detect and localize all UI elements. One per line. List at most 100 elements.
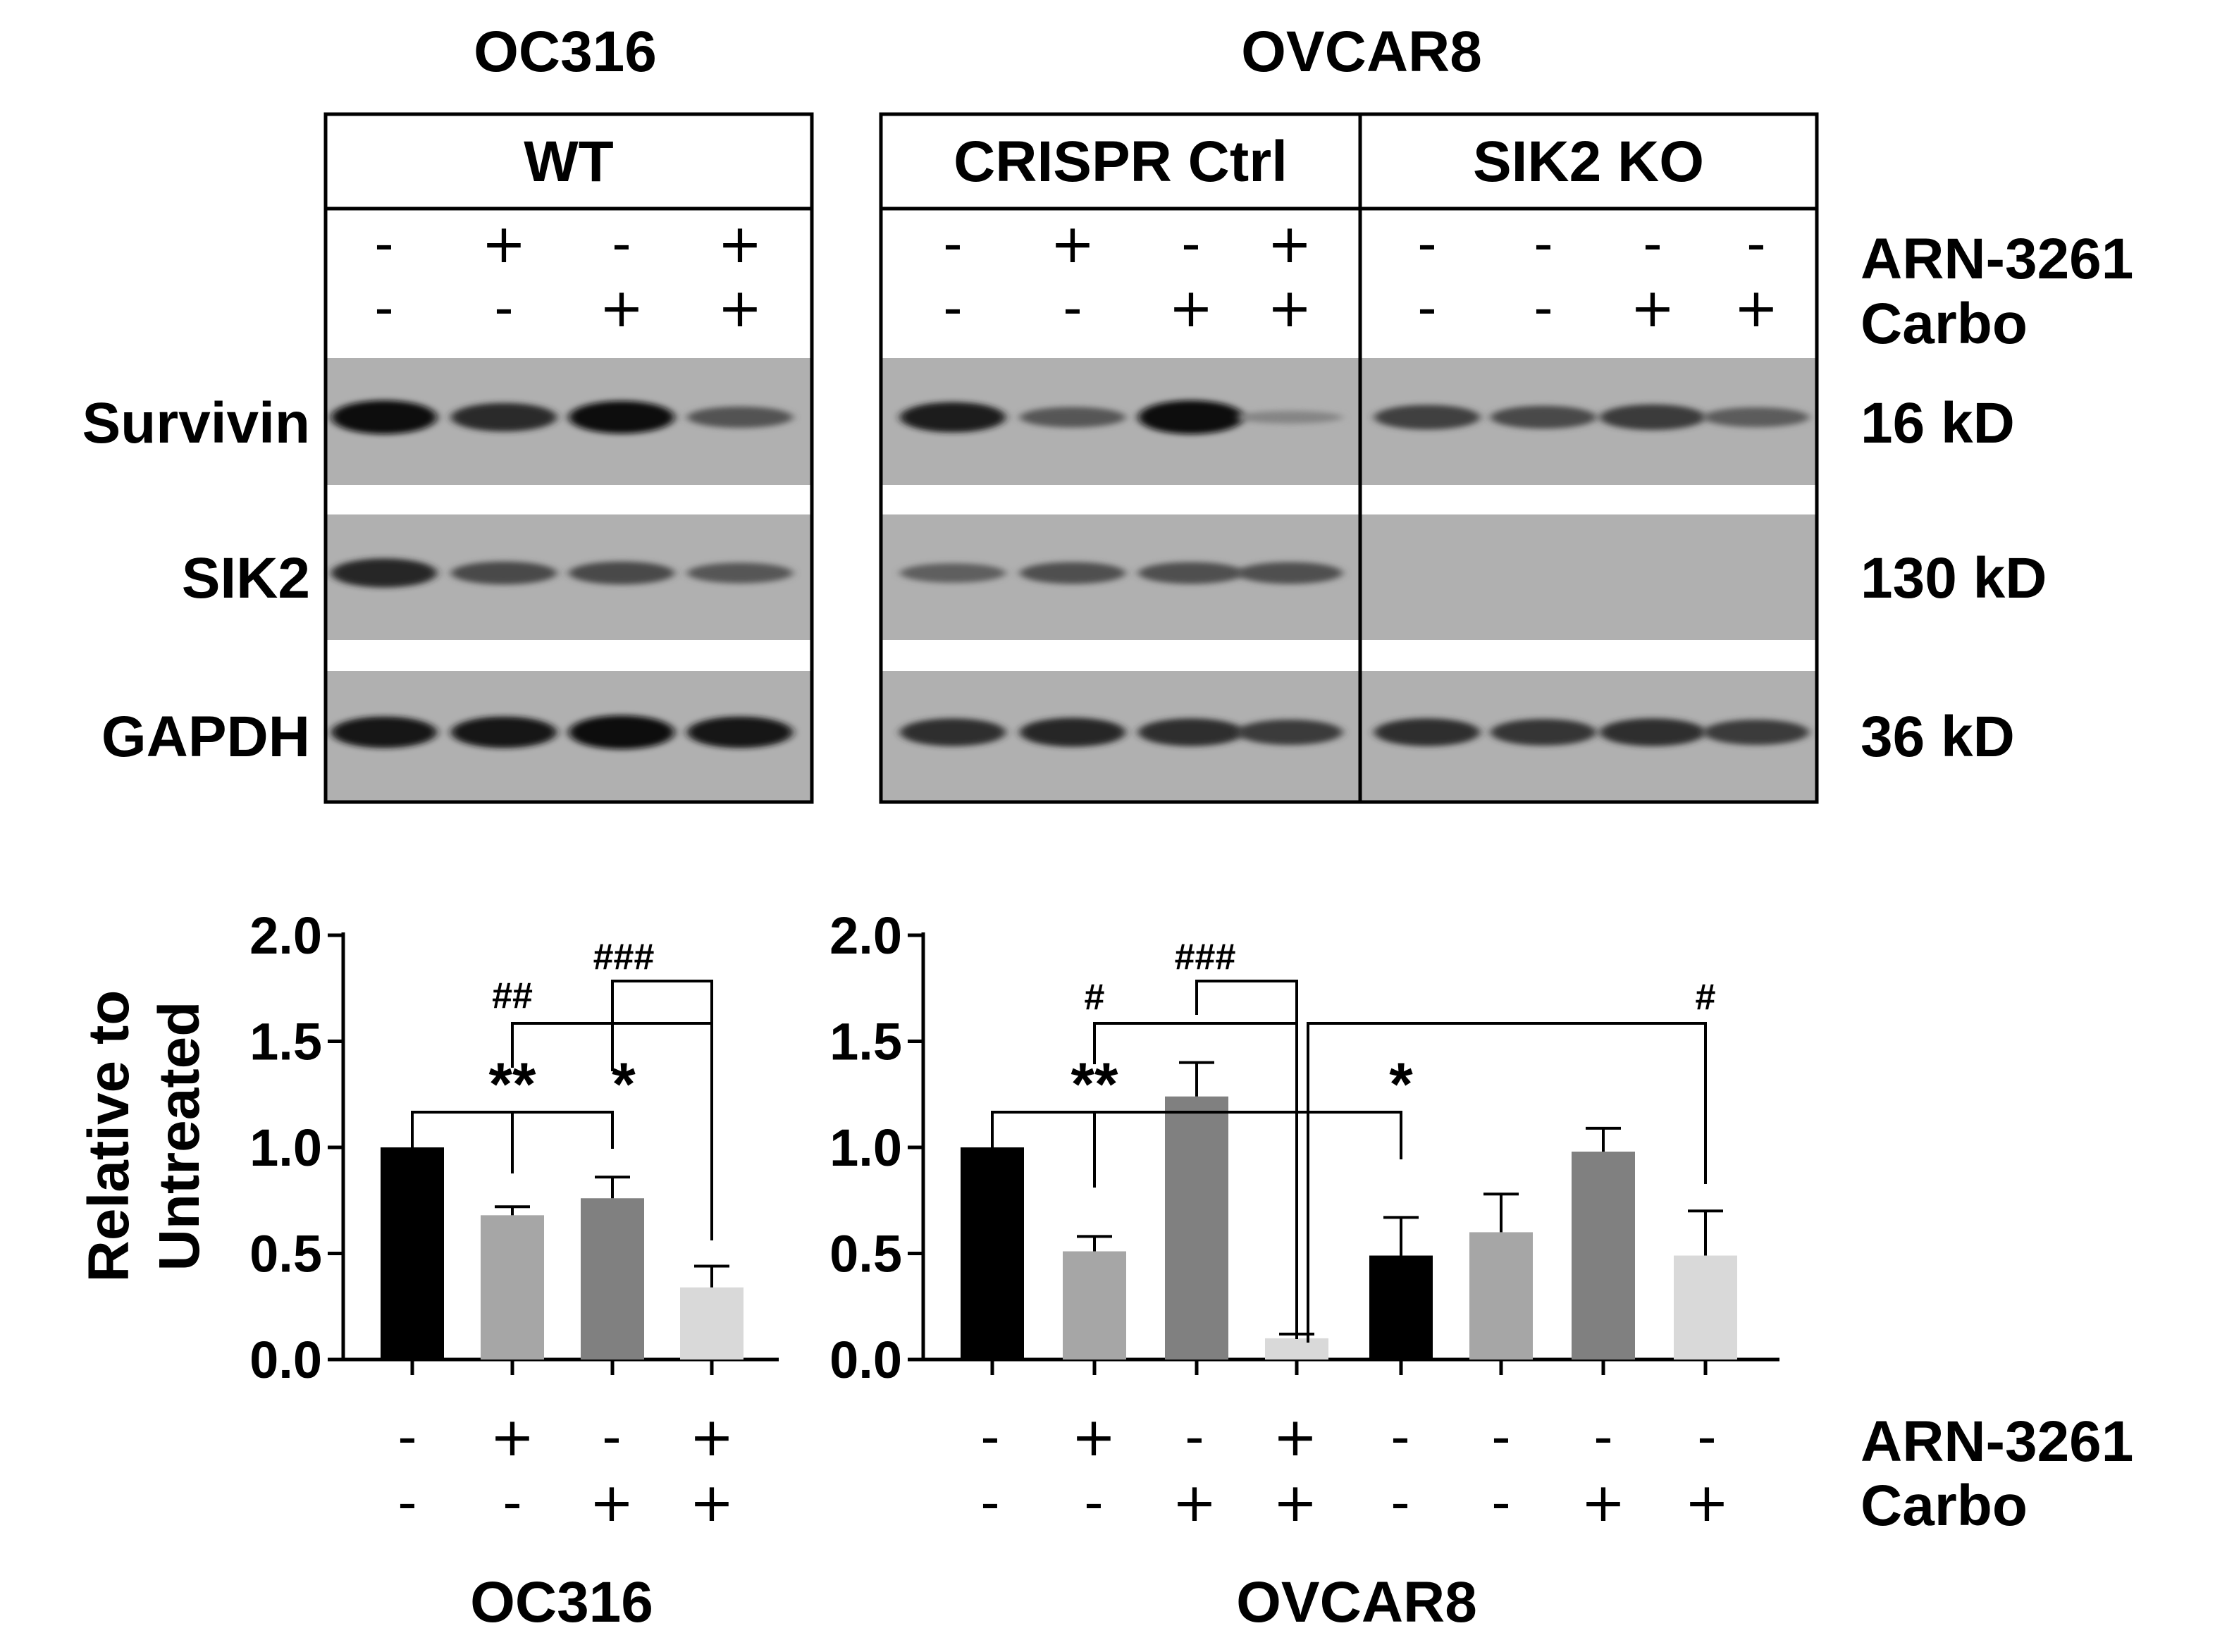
blot-title-ovcar8: OVCAR8	[1241, 20, 1482, 84]
blot-sign-minus: -	[1417, 276, 1436, 339]
chart-sign-minus: -	[502, 1471, 522, 1534]
blot-sign-minus: -	[1534, 212, 1553, 275]
blot-sign-minus: -	[1534, 276, 1553, 339]
blot-band-gapdh	[1020, 717, 1125, 747]
blot-band-survivin	[1491, 405, 1596, 429]
group-label-sik2-ko: SIK2 KO	[1473, 130, 1704, 194]
blot-band-sik2	[331, 558, 437, 588]
chart-sign-plus: +	[1684, 1471, 1729, 1534]
blot-band-sik2	[1020, 562, 1125, 584]
significance-label: #	[1085, 977, 1105, 1018]
blot-sign-plus: +	[1630, 276, 1675, 339]
blot-band-survivin	[687, 406, 793, 429]
significance-label: *	[1389, 1051, 1413, 1118]
bar	[481, 1215, 544, 1360]
bar	[1572, 1152, 1635, 1360]
significance-bracket	[1307, 1022, 1707, 1343]
bar	[1674, 1255, 1737, 1360]
significance-label: *	[612, 1051, 636, 1118]
blot-sign-minus: -	[943, 212, 962, 275]
chart-sign-minus: -	[1390, 1405, 1409, 1468]
y-tick-label: 0.5	[829, 1225, 902, 1283]
blot-band-gapdh	[331, 716, 437, 748]
blot-treatment-label-carbo: Carbo	[1861, 292, 2028, 356]
chart-sign-plus: +	[1273, 1405, 1318, 1468]
blot-sign-minus: -	[943, 276, 962, 339]
chart-sign-minus: -	[1084, 1471, 1103, 1534]
y-tick-label: 0.5	[249, 1225, 322, 1283]
bar	[1265, 1338, 1328, 1360]
group-label-wt: WT	[524, 130, 613, 194]
bar	[1369, 1255, 1433, 1360]
bar	[381, 1147, 444, 1360]
blot-sign-minus: -	[1417, 212, 1436, 275]
chart-sign-minus: -	[397, 1471, 417, 1534]
blot-sign-minus: -	[374, 276, 393, 339]
chart-sign-plus: +	[1172, 1471, 1217, 1534]
blot-band-sik2	[900, 563, 1006, 583]
protein-size-survivin: 16 kD	[1861, 391, 2015, 455]
blot-sign-plus: +	[717, 276, 763, 339]
chart-treatment-label-carbo: Carbo	[1861, 1474, 2028, 1538]
blot-sign-plus: +	[717, 212, 763, 275]
blot-band-survivin	[1374, 405, 1480, 430]
blot-band-survivin	[1020, 407, 1125, 428]
chart-sign-plus: +	[589, 1471, 634, 1534]
chart-treatment-label-arn3261: ARN-3261	[1861, 1410, 2133, 1474]
group-header-boxes	[323, 112, 1819, 211]
blot-band-gapdh	[687, 716, 793, 748]
chart-sign-plus: +	[1273, 1471, 1318, 1534]
group-label-crispr-ctrl: CRISPR Ctrl	[954, 130, 1288, 194]
blot-band-gapdh	[1374, 718, 1480, 746]
chart-sign-plus: +	[689, 1471, 734, 1534]
blot-band-gapdh	[1237, 719, 1343, 746]
significance-bracket	[991, 1111, 1402, 1159]
blot-sign-minus: -	[1181, 212, 1200, 275]
chart-sign-minus: -	[980, 1471, 999, 1534]
blot-sign-minus: -	[1746, 212, 1765, 275]
bar	[680, 1287, 744, 1360]
bar	[961, 1147, 1024, 1360]
chart-sign-minus: -	[397, 1405, 417, 1468]
significance-label: ###	[1175, 937, 1236, 978]
chart-sign-plus: +	[689, 1405, 734, 1468]
significance-label: #	[1696, 977, 1716, 1018]
blot-sign-plus: +	[1168, 276, 1214, 339]
blot-band-gapdh	[1138, 718, 1244, 746]
blot-treatment-label-arn3261: ARN-3261	[1861, 227, 2133, 291]
chart-sign-minus: -	[1491, 1405, 1510, 1468]
blot-band-sik2	[451, 561, 557, 585]
chart-sign-minus: -	[1491, 1471, 1510, 1534]
blot-treatment-signs: - + - + - + - + - - - -- - + + - - + + - - + +	[374, 212, 1779, 339]
blot-band-survivin	[900, 402, 1006, 433]
blot-band-survivin	[1703, 407, 1809, 428]
chart-sign-minus: -	[1697, 1405, 1716, 1468]
bar	[581, 1198, 644, 1360]
blot-band-gapdh	[1703, 719, 1809, 746]
blot-title-oc316: OC316	[474, 20, 657, 84]
significance-bracket	[1093, 1022, 1298, 1339]
blot-sign-minus: -	[612, 212, 631, 275]
significance-label: ###	[593, 937, 655, 978]
chart-sign-minus: -	[1593, 1405, 1612, 1468]
blot-band-survivin	[569, 400, 674, 434]
y-tick-label: 1.5	[829, 1013, 902, 1071]
membrane-strip	[881, 514, 1817, 640]
blot-band-sik2	[569, 561, 674, 585]
chart-sign-minus: -	[980, 1405, 999, 1468]
blot-sign-plus: +	[1267, 276, 1312, 339]
bar	[1165, 1096, 1228, 1360]
chart-xlabel-ovcar8: OVCAR8	[1236, 1570, 1477, 1634]
blot-band-survivin	[451, 402, 557, 432]
protein-size-sik2: 130 kD	[1861, 546, 2047, 610]
blot-sign-minus: -	[1643, 212, 1662, 275]
blot-band-sik2	[687, 562, 793, 584]
blot-sign-plus: +	[1267, 212, 1312, 275]
significance-label: ##	[492, 975, 533, 1016]
blot-band-survivin	[331, 400, 437, 434]
blot-band-sik2	[1138, 562, 1244, 584]
blot-sign-plus: +	[481, 212, 526, 275]
chart-sign-plus: +	[490, 1405, 535, 1468]
blot-sign-minus: -	[374, 212, 393, 275]
